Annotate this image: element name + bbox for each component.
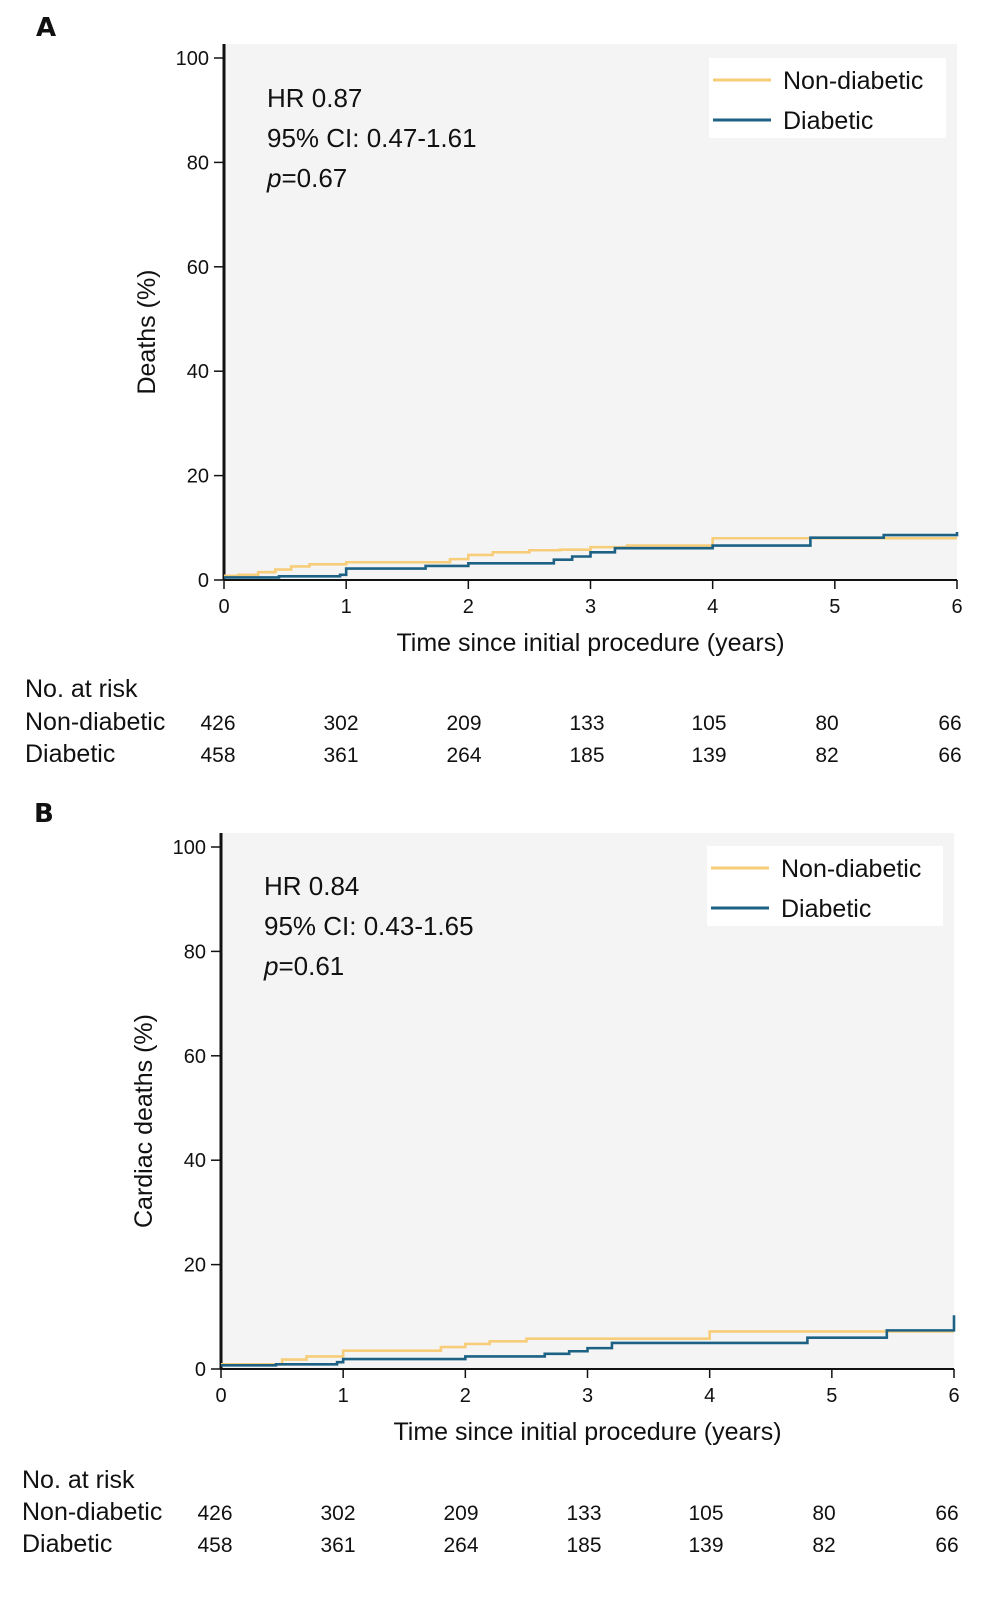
p-symbol: p: [266, 163, 281, 193]
risk-count: 133: [569, 712, 604, 735]
hazard-ratio-text: HR 0.84: [264, 871, 359, 901]
x-axis-label: Time since initial procedure (years): [396, 629, 784, 657]
risk-table-title: No. at risk: [25, 675, 138, 703]
y-tick-label: 60: [184, 1046, 206, 1068]
risk-count: 139: [688, 1534, 723, 1557]
y-tick-label: 40: [187, 361, 209, 383]
p-symbol: p: [263, 951, 278, 981]
risk-row-label: Diabetic: [25, 740, 115, 768]
risk-count: 361: [323, 744, 358, 767]
legend-entry: Non-diabetic: [781, 855, 921, 883]
series-line-diabetic: [224, 531, 959, 579]
risk-count: 66: [938, 744, 961, 767]
legend-entry: Diabetic: [781, 895, 871, 923]
x-tick-label: 0: [218, 596, 229, 618]
confidence-interval-text: 95% CI: 0.43-1.65: [264, 911, 474, 941]
p-value-text: p=0.61: [263, 951, 344, 981]
risk-count: 185: [569, 744, 604, 767]
panel-a: A 0 20 40 60 80 100 0 1 2 3 4 5 6 Deaths (%) Time since…: [25, 13, 963, 768]
p-value: =0.61: [278, 951, 344, 981]
risk-count: 209: [446, 712, 481, 735]
risk-count: 426: [197, 1502, 232, 1525]
risk-count: 133: [566, 1502, 601, 1525]
confidence-interval-text: 95% CI: 0.47-1.61: [267, 123, 477, 153]
y-axis-label: Cardiac deaths (%): [130, 1014, 158, 1228]
y-tick-label: 80: [184, 941, 206, 963]
risk-count: 66: [935, 1534, 958, 1557]
risk-count: 66: [938, 712, 961, 735]
risk-count: 302: [320, 1502, 355, 1525]
y-tick-label: 0: [198, 570, 209, 592]
risk-count: 82: [815, 744, 838, 767]
p-value-text: p=0.67: [266, 163, 347, 193]
risk-count: 105: [688, 1502, 723, 1525]
x-tick-label: 3: [585, 596, 596, 618]
risk-count: 458: [200, 744, 235, 767]
x-tick-label: 5: [826, 1385, 837, 1407]
p-value: =0.67: [281, 163, 347, 193]
risk-count: 82: [812, 1534, 835, 1557]
y-tick-label: 40: [184, 1150, 206, 1172]
risk-count: 139: [691, 744, 726, 767]
y-tick-label: 80: [187, 152, 209, 174]
y-tick-label: 20: [187, 466, 209, 488]
legend-box: [707, 846, 943, 926]
risk-count: 361: [320, 1534, 355, 1557]
x-tick-label: 2: [460, 1385, 471, 1407]
risk-count: 264: [446, 744, 481, 767]
y-tick-label: 60: [187, 257, 209, 279]
y-axis-label: Deaths (%): [133, 269, 161, 394]
panel-letter: A: [36, 13, 56, 43]
risk-count: 264: [443, 1534, 478, 1557]
legend: Non-diabetic Diabetic: [709, 58, 946, 138]
x-tick-label: 5: [829, 596, 840, 618]
x-axis-label: Time since initial procedure (years): [393, 1418, 781, 1446]
x-tick-label: 2: [463, 596, 474, 618]
y-tick-label: 100: [176, 48, 209, 70]
x-tick-label: 1: [338, 1385, 349, 1407]
risk-count: 426: [200, 712, 235, 735]
risk-count: 302: [323, 712, 358, 735]
legend-entry: Non-diabetic: [783, 67, 923, 95]
risk-count: 105: [691, 712, 726, 735]
risk-row-label: Non-diabetic: [25, 708, 165, 736]
series-line-non-diabetic: [221, 1330, 954, 1366]
risk-count: 80: [812, 1502, 835, 1525]
risk-table: No. at risk Non-diabetic 426 302 209 133 105 80…: [22, 1466, 959, 1558]
legend-box: [709, 58, 946, 138]
legend-entry: Diabetic: [783, 107, 873, 135]
x-tick-label: 6: [951, 596, 962, 618]
risk-count: 66: [935, 1502, 958, 1525]
hazard-ratio-text: HR 0.87: [267, 83, 362, 113]
risk-count: 209: [443, 1502, 478, 1525]
risk-table-title: No. at risk: [22, 1466, 135, 1494]
panel-letter: B: [34, 799, 54, 829]
risk-count: 458: [197, 1534, 232, 1557]
y-tick-label: 0: [195, 1359, 206, 1381]
x-tick-label: 4: [704, 1385, 715, 1407]
risk-table: No. at risk Non-diabetic 426 302 209 133 105 80…: [25, 675, 962, 768]
panel-b: B 0 20 40 60 80 100 0 1 2 3 4 5 6 Cardiac deaths (%) Ti…: [22, 799, 960, 1558]
x-tick-label: 6: [948, 1385, 959, 1407]
risk-count: 80: [815, 712, 838, 735]
series-line-diabetic: [221, 1315, 956, 1367]
risk-row-label: Non-diabetic: [22, 1498, 162, 1526]
x-tick-label: 4: [707, 596, 718, 618]
risk-count: 185: [566, 1534, 601, 1557]
legend: Non-diabetic Diabetic: [707, 846, 943, 926]
x-tick-label: 1: [341, 596, 352, 618]
x-tick-label: 3: [582, 1385, 593, 1407]
y-tick-label: 100: [173, 837, 206, 859]
y-tick-label: 20: [184, 1255, 206, 1277]
risk-row-label: Diabetic: [22, 1530, 112, 1558]
x-tick-label: 0: [215, 1385, 226, 1407]
